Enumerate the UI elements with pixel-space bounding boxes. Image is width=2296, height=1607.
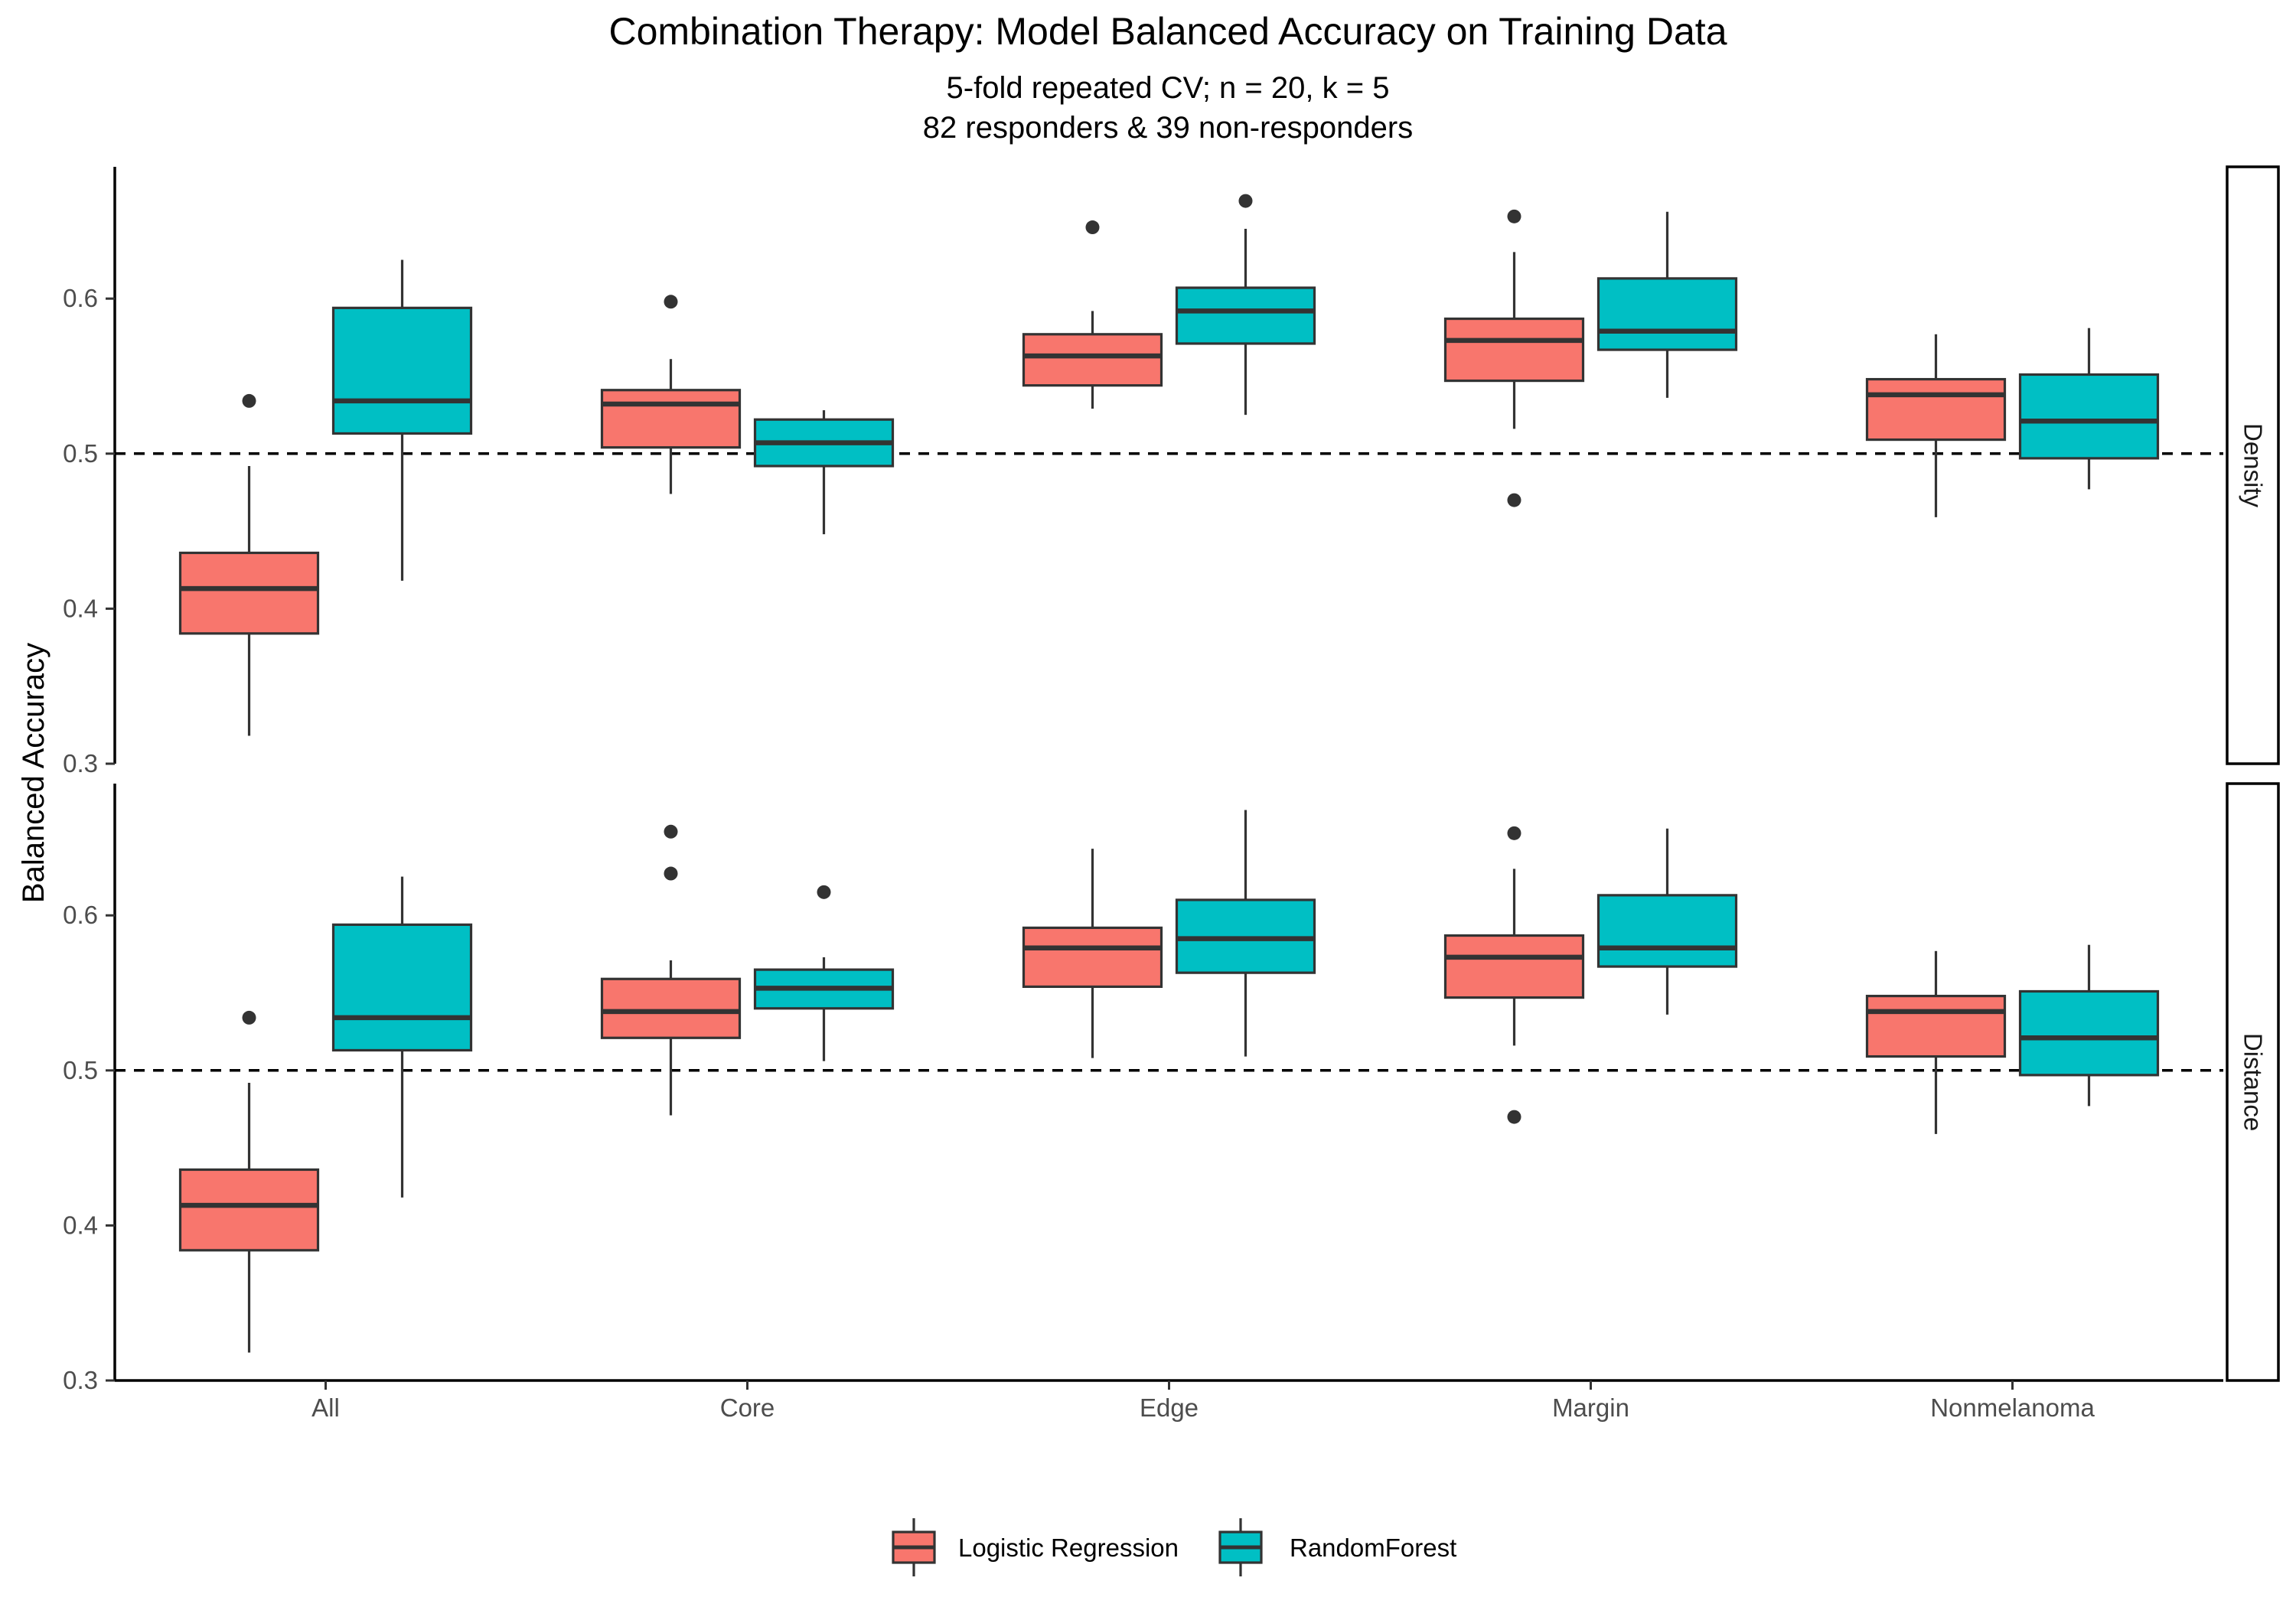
box-distance-randomforest-nonmelanoma [2018,944,2160,1107]
outlier-point [1507,1110,1521,1124]
box-body [2018,373,2160,460]
facet-strip-distance [2226,782,2280,1382]
outlier-point [664,824,678,839]
box-density-logistic-regression-core [600,295,742,494]
outlier-point [664,866,678,881]
y-tick-label: 0.6 [63,901,98,929]
box-density-logistic-regression-edge [1022,220,1163,409]
box-density-logistic-regression-all [178,393,320,736]
box-body [1596,277,1738,351]
legend-item-randomforest: RandomForest [1218,1518,1456,1576]
outlier-point [242,1010,256,1025]
box-body [1022,926,1163,989]
facet-strip-label: Distance [2239,1033,2268,1131]
box-body [1443,317,1585,383]
legend-label: RandomForest [1290,1534,1456,1562]
box-body [600,977,742,1039]
outlier-point [1507,826,1521,840]
panel-density: 0.3 0.4 0.5 0.6 Density [63,165,2280,777]
box-distance-randomforest-margin [1596,828,1738,1015]
box-body [1443,934,1585,999]
x-tick-label: Core [720,1393,775,1422]
chart-subtitle-line-2: 82 responders & 39 non-responders [923,111,1413,145]
box-density-randomforest-core [753,410,895,535]
box-body [1865,377,2007,442]
box-distance-logistic-regression-all [178,1010,320,1353]
box-distance-randomforest-edge [1175,810,1316,1057]
y-tick-label: 0.4 [63,1211,98,1239]
box-distance-logistic-regression-margin [1443,826,1585,1124]
facet-strip-density [2226,165,2280,765]
y-tick-label: 0.5 [63,439,98,468]
box-density-randomforest-nonmelanoma [2018,328,2160,490]
outlier-point [1507,209,1521,223]
box-body [1596,894,1738,968]
outlier-point [1238,194,1253,208]
box-density-logistic-regression-nonmelanoma [1865,334,2007,517]
x-tick-label: Margin [1552,1393,1629,1422]
box-density-randomforest-edge [1175,194,1316,416]
box-density-randomforest-all [331,259,473,581]
legend-label: Logistic Regression [958,1534,1179,1562]
facet-strip-label: Density [2239,423,2268,508]
chart-title: Combination Therapy: Model Balanced Accu… [608,10,1727,53]
x-tick-label: Nonmelanoma [1930,1393,2095,1422]
box-density-logistic-regression-margin [1443,209,1585,507]
chart-subtitle-line-1: 5-fold repeated CV; n = 20, k = 5 [947,71,1390,105]
outlier-point [1085,220,1100,235]
facet-panels: 0.3 0.4 0.5 0.6 Density 0.3 0.4 0.5 0.6 All Core Ed… [63,165,2280,1422]
x-tick-label: Edge [1140,1393,1199,1422]
y-tick-label: 0.3 [63,749,98,777]
y-tick-label: 0.3 [63,1366,98,1394]
box-distance-randomforest-core [753,885,895,1061]
box-body [1022,333,1163,387]
y-tick-label: 0.6 [63,284,98,312]
legend-item-logistic-regression: Logistic Regression [892,1518,1179,1576]
legend: Logistic Regression RandomForest [892,1518,1456,1576]
box-distance-logistic-regression-edge [1022,849,1163,1058]
box-body [178,551,320,635]
box-distance-randomforest-all [331,876,473,1198]
x-tick-label: All [311,1393,340,1422]
box-body [331,923,473,1052]
outlier-point [242,393,256,408]
y-tick-label: 0.4 [63,594,98,622]
y-axis-label: Balanced Accuracy [17,643,51,903]
outlier-point [1507,493,1521,507]
panel-distance: 0.3 0.4 0.5 0.6 All Core Edge Margin Nonmelanoma… [63,782,2280,1422]
y-tick-label: 0.5 [63,1056,98,1084]
box-distance-logistic-regression-core [600,824,742,1116]
box-body [1865,994,2007,1058]
box-body [600,389,742,449]
outlier-point [817,885,831,899]
box-distance-logistic-regression-nonmelanoma [1865,950,2007,1134]
outlier-point [664,295,678,309]
box-density-randomforest-margin [1596,211,1738,398]
box-body [1175,286,1316,345]
box-body [178,1168,320,1252]
box-body [2018,989,2160,1077]
box-body [331,306,473,435]
